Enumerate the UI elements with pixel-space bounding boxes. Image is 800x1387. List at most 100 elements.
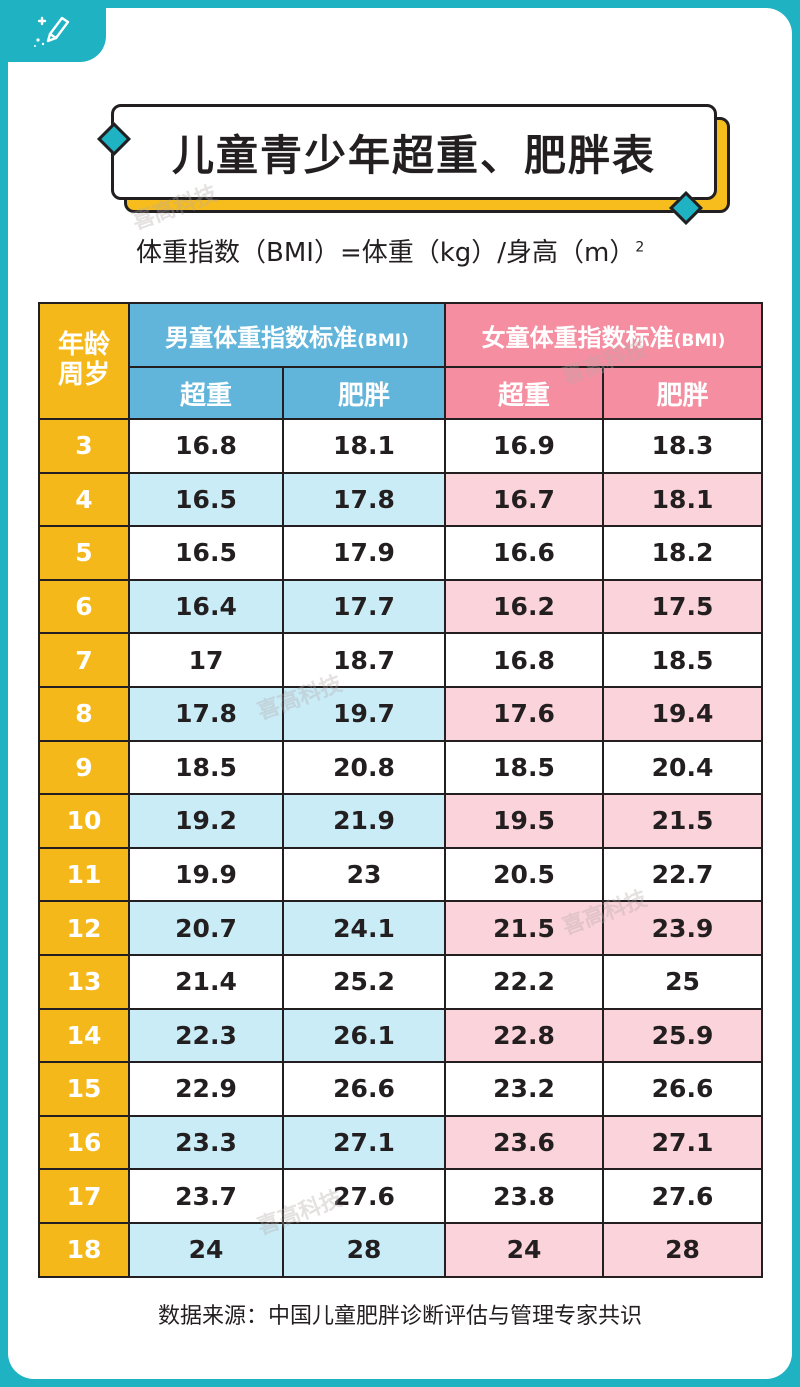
girls-overweight-value: 20.5 [444,846,604,903]
table-row: 6 16.4 17.7 16.2 17.5 [38,578,763,635]
girls-header-label: 女童体重指数标准 [481,323,674,352]
boys-overweight-value: 16.5 [128,525,284,581]
girls-overweight-value: 16.7 [444,471,604,528]
girls-overweight-value: 24 [444,1221,604,1278]
boys-header-suffix: (BMI) [357,330,409,351]
girls-overweight-header: 超重 [444,366,604,420]
boys-overweight-value: 24 [128,1221,284,1278]
girls-obese-value: 26.6 [602,1061,763,1117]
boys-obese-value: 24.1 [282,900,446,956]
girls-overweight-value: 21.5 [444,900,604,956]
boys-overweight-value: 22.9 [128,1061,284,1117]
title-box: 儿童青少年超重、肥胖表 [111,104,717,200]
age-cell: 16 [38,1114,130,1171]
girls-obese-value: 22.7 [602,846,763,903]
girls-obese-header: 肥胖 [602,366,763,420]
girls-overweight-value: 17.6 [444,685,604,742]
age-cell: 11 [38,846,130,903]
girls-obese-value: 17.5 [602,578,763,635]
table-row: 15 22.9 26.6 23.2 26.6 [38,1061,763,1117]
table-row: 12 20.7 24.1 21.5 23.9 [38,900,763,956]
girls-overweight-value: 19.5 [444,793,604,849]
table-row: 11 19.9 23 20.5 22.7 [38,846,763,903]
boys-overweight-value: 17 [128,632,284,688]
table-row: 8 17.8 19.7 17.6 19.4 [38,685,763,742]
age-cell: 3 [38,418,130,474]
boys-overweight-value: 17.8 [128,685,284,742]
table-row: 10 19.2 21.9 19.5 21.5 [38,793,763,849]
formula-text: 体重指数（BMI）=体重（kg）/身高（m） [136,238,636,268]
girls-obese-value: 18.5 [602,632,763,688]
page-title: 儿童青少年超重、肥胖表 [171,130,656,180]
table-row: 17 23.7 27.6 23.8 27.6 [38,1168,763,1224]
girls-overweight-value: 16.9 [444,418,604,474]
table-row: 16 23.3 27.1 23.6 27.1 [38,1114,763,1171]
boys-overweight-value: 16.5 [128,471,284,528]
boys-overweight-header: 超重 [128,366,284,420]
boys-obese-value: 19.7 [282,685,446,742]
boys-obese-value: 17.9 [282,525,446,581]
boys-obese-value: 27.1 [282,1114,446,1171]
girls-obese-value: 25.9 [602,1007,763,1064]
boys-obese-header: 肥胖 [282,366,446,420]
boys-obese-value: 25.2 [282,953,446,1010]
table-row: 7 17 18.7 16.8 18.5 [38,632,763,688]
age-header-line1: 年龄 [57,330,110,361]
boys-overweight-value: 20.7 [128,900,284,956]
boys-overweight-value: 16.4 [128,578,284,635]
boys-overweight-value: 16.8 [128,418,284,474]
girls-obese-value: 28 [602,1221,763,1278]
table-row: 4 16.5 17.8 16.7 18.1 [38,471,763,528]
boys-obese-value: 18.1 [282,418,446,474]
bmi-formula: 体重指数（BMI）=体重（kg）/身高（m）2 [136,232,644,269]
boys-overweight-value: 23.3 [128,1114,284,1171]
table-row: 5 16.5 17.9 16.6 18.2 [38,525,763,581]
girls-overweight-value: 23.6 [444,1114,604,1171]
boys-overweight-value: 19.9 [128,846,284,903]
girls-overweight-value: 22.8 [444,1007,604,1064]
girls-overweight-value: 16.2 [444,578,604,635]
girls-standard-header: 女童体重指数标准(BMI) [444,302,763,368]
girls-obese-value: 18.2 [602,525,763,581]
girls-obese-value: 27.6 [602,1168,763,1224]
age-cell: 5 [38,525,130,581]
age-cell: 13 [38,953,130,1010]
age-header-line2: 周岁 [57,360,110,390]
pen-sparkle-icon [34,16,70,47]
girls-overweight-value: 22.2 [444,953,604,1010]
age-cell: 8 [38,685,130,742]
boys-obese-value: 23 [282,846,446,903]
corner-tab [0,0,106,62]
age-header: 年龄 周岁 [38,302,130,420]
bmi-table-body: 3 16.8 18.1 16.9 18.3 4 16.5 17.8 16.7 18.1 5 16.5 1… [38,418,763,1278]
girls-overweight-value: 16.8 [444,632,604,688]
table-row: 9 18.5 20.8 18.5 20.4 [38,739,763,796]
boys-standard-header: 男童体重指数标准(BMI) [128,302,446,368]
boys-obese-value: 26.6 [282,1061,446,1117]
boys-overweight-value: 18.5 [128,739,284,796]
girls-overweight-value: 23.2 [444,1061,604,1117]
table-row: 13 21.4 25.2 22.2 25 [38,953,763,1010]
age-cell: 4 [38,471,130,528]
data-source-note: 数据来源：中国儿童肥胖诊断评估与管理专家共识 [157,1304,642,1329]
boys-obese-value: 17.8 [282,471,446,528]
boys-obese-value: 27.6 [282,1168,446,1224]
age-cell: 10 [38,793,130,849]
age-cell: 12 [38,900,130,956]
bmi-table: 年龄 周岁 男童体重指数标准(BMI) 女童体重指数标准(BMI) 超重 肥胖 … [38,302,763,1278]
girls-obese-value: 25 [602,953,763,1010]
boys-obese-value: 20.8 [282,739,446,796]
boys-obese-value: 21.9 [282,793,446,849]
table-row: 3 16.8 18.1 16.9 18.3 [38,418,763,474]
boys-obese-value: 17.7 [282,578,446,635]
age-cell: 14 [38,1007,130,1064]
boys-overweight-value: 22.3 [128,1007,284,1064]
boys-obese-value: 26.1 [282,1007,446,1064]
formula-superscript: 2 [635,239,645,256]
boys-overweight-value: 21.4 [128,953,284,1010]
girls-obese-value: 20.4 [602,739,763,796]
girls-overweight-value: 18.5 [444,739,604,796]
boys-obese-value: 18.7 [282,632,446,688]
boys-header-label: 男童体重指数标准 [165,323,358,352]
table-row: 14 22.3 26.1 22.8 25.9 [38,1007,763,1064]
